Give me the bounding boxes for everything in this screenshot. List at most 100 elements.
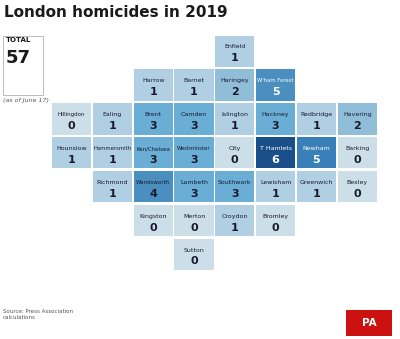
FancyBboxPatch shape (256, 171, 295, 202)
FancyBboxPatch shape (256, 137, 295, 168)
Text: PA: PA (362, 318, 376, 328)
FancyBboxPatch shape (338, 103, 377, 135)
FancyBboxPatch shape (93, 103, 132, 135)
Text: Bexley: Bexley (347, 180, 368, 185)
Text: 3: 3 (149, 155, 157, 165)
FancyBboxPatch shape (256, 205, 295, 236)
FancyBboxPatch shape (215, 103, 254, 135)
FancyBboxPatch shape (174, 239, 214, 270)
Text: 3: 3 (149, 121, 157, 131)
Text: Hammersmith: Hammersmith (93, 146, 132, 151)
Text: 4: 4 (149, 188, 157, 199)
Text: 1: 1 (312, 121, 320, 131)
FancyBboxPatch shape (52, 137, 91, 168)
FancyBboxPatch shape (52, 103, 91, 135)
Text: 0: 0 (149, 222, 157, 233)
FancyBboxPatch shape (134, 205, 173, 236)
Text: Greenwich: Greenwich (300, 180, 333, 185)
FancyBboxPatch shape (134, 137, 173, 168)
Text: London homicides in 2019: London homicides in 2019 (4, 5, 228, 20)
Text: 5: 5 (312, 155, 320, 165)
Text: 1: 1 (272, 188, 280, 199)
Text: Redbridge: Redbridge (300, 112, 332, 117)
Text: Camden: Camden (181, 112, 207, 117)
Text: Hackney: Hackney (262, 112, 289, 117)
Text: 0: 0 (190, 256, 198, 266)
Text: 1: 1 (108, 121, 116, 131)
Text: 0: 0 (68, 121, 76, 131)
Text: Newham: Newham (302, 146, 330, 151)
Text: Croydon: Croydon (222, 214, 248, 219)
Text: Bromley: Bromley (262, 214, 289, 219)
Text: 0: 0 (272, 222, 280, 233)
FancyBboxPatch shape (93, 137, 132, 168)
Text: Westminster: Westminster (177, 146, 211, 151)
Text: 1: 1 (231, 222, 239, 233)
Text: 1: 1 (108, 188, 116, 199)
Text: Hillingdon: Hillingdon (58, 112, 85, 117)
Text: T Hamlets: T Hamlets (260, 146, 292, 151)
Text: 1: 1 (190, 87, 198, 97)
Text: 6: 6 (272, 155, 280, 165)
FancyBboxPatch shape (3, 36, 43, 95)
FancyBboxPatch shape (256, 69, 295, 101)
FancyBboxPatch shape (134, 103, 173, 135)
Text: Barnet: Barnet (184, 78, 204, 83)
FancyBboxPatch shape (174, 69, 214, 101)
Text: 0: 0 (190, 222, 198, 233)
FancyBboxPatch shape (174, 103, 214, 135)
Text: Lewisham: Lewisham (260, 180, 291, 185)
FancyBboxPatch shape (215, 137, 254, 168)
Text: Richmond: Richmond (97, 180, 128, 185)
Text: (as of June 17): (as of June 17) (3, 98, 49, 103)
Text: 1: 1 (231, 121, 239, 131)
Text: Brent: Brent (145, 112, 162, 117)
FancyBboxPatch shape (338, 171, 377, 202)
Text: Ealing: Ealing (103, 112, 122, 117)
Text: 3: 3 (190, 121, 198, 131)
Text: 3: 3 (231, 188, 239, 199)
Text: Merton: Merton (183, 214, 205, 219)
Text: 57: 57 (6, 49, 31, 67)
Text: Lambeth: Lambeth (180, 180, 208, 185)
Text: 1: 1 (68, 155, 76, 165)
Text: Kingston: Kingston (140, 214, 167, 219)
Text: 3: 3 (272, 121, 280, 131)
FancyBboxPatch shape (93, 171, 132, 202)
Text: Hounslow: Hounslow (56, 146, 87, 151)
Text: Harrow: Harrow (142, 78, 164, 83)
Text: 1: 1 (149, 87, 157, 97)
Text: W'ham Forest: W'ham Forest (257, 78, 294, 83)
FancyBboxPatch shape (215, 171, 254, 202)
Text: Wandsworth: Wandsworth (136, 180, 170, 185)
FancyBboxPatch shape (174, 171, 214, 202)
Text: 0: 0 (353, 155, 361, 165)
Text: 3: 3 (190, 188, 198, 199)
Text: 1: 1 (108, 155, 116, 165)
Text: Southwark: Southwark (218, 180, 252, 185)
Text: Ken/Chelsea: Ken/Chelsea (136, 146, 170, 151)
Text: 2: 2 (353, 121, 361, 131)
FancyBboxPatch shape (174, 205, 214, 236)
Text: 1: 1 (231, 53, 239, 63)
Text: Islington: Islington (221, 112, 248, 117)
FancyBboxPatch shape (174, 137, 214, 168)
FancyBboxPatch shape (297, 137, 336, 168)
FancyBboxPatch shape (134, 69, 173, 101)
Text: Enfield: Enfield (224, 44, 246, 49)
FancyBboxPatch shape (346, 310, 392, 336)
FancyBboxPatch shape (297, 171, 336, 202)
FancyBboxPatch shape (297, 103, 336, 135)
Text: Havering: Havering (343, 112, 372, 117)
FancyBboxPatch shape (215, 69, 254, 101)
FancyBboxPatch shape (134, 171, 173, 202)
Text: 0: 0 (353, 188, 361, 199)
Text: 0: 0 (231, 155, 239, 165)
FancyBboxPatch shape (215, 205, 254, 236)
Text: Sutton: Sutton (184, 248, 204, 253)
Text: 5: 5 (272, 87, 280, 97)
Text: 3: 3 (190, 155, 198, 165)
FancyBboxPatch shape (215, 36, 254, 67)
FancyBboxPatch shape (338, 137, 377, 168)
FancyBboxPatch shape (256, 103, 295, 135)
